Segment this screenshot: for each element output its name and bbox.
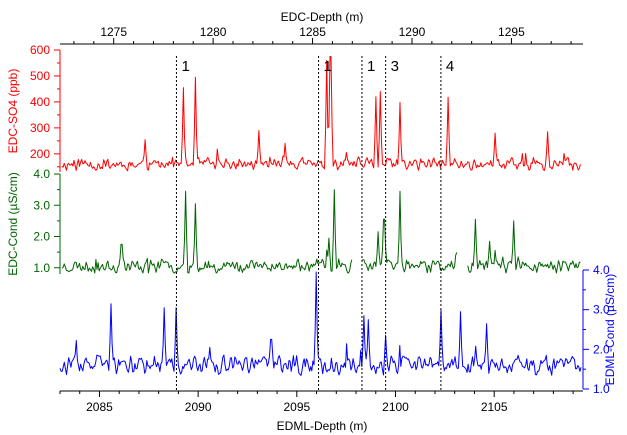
series-line <box>61 56 581 172</box>
top-tick-label: 1280 <box>200 25 227 39</box>
y-axis-title: EDML-Cond (µS/cm) <box>603 274 617 386</box>
series-edc-cond: 1.0 2.0 3.0 4.0 EDC-Cond (µS/cm) <box>6 167 581 276</box>
series-layer: 200 300 400 500 600 EDC-SO4 (ppb) 1.0 2.0 3.0 4.0… <box>6 43 617 396</box>
y-tick-label: 500 <box>30 69 50 83</box>
event-marker-label: 4 <box>446 58 454 75</box>
y-axis-title: EDC-Cond (µS/cm) <box>6 172 20 276</box>
event-marker-label: 1 <box>367 58 375 75</box>
y-tick-label: 300 <box>30 121 50 135</box>
series-line <box>59 271 582 376</box>
top-tick-label: 1275 <box>100 25 127 39</box>
top-axis-title: EDC-Depth (m) <box>281 10 364 24</box>
bottom-axis: 2085 2090 2095 2100 2105 EDML-Depth (m) <box>59 390 583 433</box>
bottom-axis-title: EDML-Depth (m) <box>277 419 368 433</box>
y-tick-label: 600 <box>30 43 50 57</box>
series-edc-so4: 200 300 400 500 600 EDC-SO4 (ppb) <box>6 43 581 172</box>
bottom-tick-label: 2095 <box>283 400 310 414</box>
y-tick-label: 2.0 <box>33 230 50 244</box>
top-tick-label: 1285 <box>299 25 326 39</box>
event-marker-label: 1 <box>324 58 332 75</box>
bottom-tick-label: 2085 <box>86 400 113 414</box>
y-tick-label: 400 <box>30 95 50 109</box>
y-tick-label: 200 <box>30 147 50 161</box>
bottom-tick-label: 2100 <box>382 400 409 414</box>
bottom-tick-label: 2090 <box>185 400 212 414</box>
bottom-axis-ticks: 2085 2090 2095 2100 2105 <box>59 391 574 414</box>
event-marker-label: 3 <box>391 58 399 75</box>
y-tick-label: 4.0 <box>593 263 610 277</box>
y-tick-label: 2.0 <box>593 342 610 356</box>
y-tick-label: 1.0 <box>593 382 610 396</box>
top-axis: 1275 1280 1285 1290 1295 EDC-Depth (m) <box>60 10 583 45</box>
y-axis-title: EDC-SO4 (ppb) <box>6 69 20 154</box>
y-tick-label: 3.0 <box>593 303 610 317</box>
y-tick-label: 1.0 <box>33 261 50 275</box>
event-marker-label: 1 <box>181 58 189 75</box>
y-tick-label: 3.0 <box>33 198 50 212</box>
bottom-tick-label: 2105 <box>481 400 508 414</box>
top-tick-label: 1290 <box>399 25 426 39</box>
series-line <box>61 189 581 274</box>
top-axis-ticks: 1275 1280 1285 1290 1295 <box>73 25 572 44</box>
top-tick-label: 1295 <box>498 25 525 39</box>
y-tick-label: 4.0 <box>33 167 50 181</box>
